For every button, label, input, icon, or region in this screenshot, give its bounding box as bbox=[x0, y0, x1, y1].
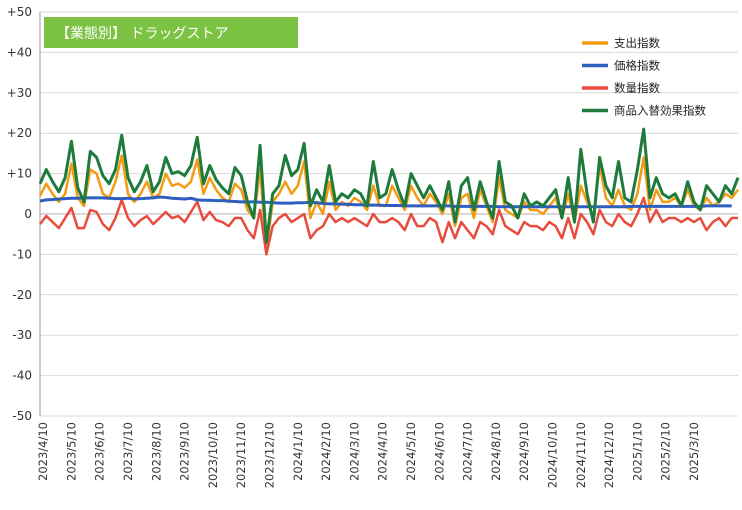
x-tick-label: 2023/4/10 bbox=[36, 422, 50, 481]
x-tick-label: 2023/6/10 bbox=[93, 422, 107, 481]
y-axis-ticks: -50 -40 -30 -20 -10 0 +10 +20 +30 +40 +50 bbox=[7, 5, 32, 423]
y-tick-label: -10 bbox=[12, 247, 32, 261]
x-tick-label: 2024/9/10 bbox=[517, 422, 531, 481]
legend-label: 支出指数 bbox=[614, 36, 660, 50]
y-tick-label: 0 bbox=[24, 207, 32, 221]
y-tick-label: +40 bbox=[7, 45, 32, 59]
y-tick-label: -40 bbox=[12, 369, 32, 383]
y-tick-label: +30 bbox=[7, 86, 32, 100]
legend-label: 価格指数 bbox=[614, 59, 660, 73]
x-tick-label: 2024/6/10 bbox=[432, 422, 446, 481]
y-tick-label: -20 bbox=[12, 288, 32, 302]
x-tick-label: 2024/4/10 bbox=[376, 422, 390, 481]
chart-title: 【業態別】 ドラッグストア bbox=[44, 17, 298, 48]
y-tick-label: -30 bbox=[12, 328, 32, 342]
x-tick-label: 2023/10/10 bbox=[206, 422, 220, 488]
x-tick-label: 2025/3/10 bbox=[687, 422, 701, 481]
x-tick-label: 2023/9/10 bbox=[178, 422, 192, 481]
legend-label: 商品入替効果指数 bbox=[614, 104, 706, 118]
x-tick-label: 2024/2/10 bbox=[319, 422, 333, 481]
x-tick-label: 2023/8/10 bbox=[149, 422, 163, 481]
y-tick-label: -50 bbox=[12, 409, 32, 423]
x-tick-label: 2025/1/10 bbox=[630, 422, 644, 481]
x-tick-label: 2023/11/10 bbox=[234, 422, 248, 488]
x-tick-label: 2023/12/10 bbox=[263, 422, 277, 488]
series-line-1 bbox=[39, 195, 732, 209]
x-tick-label: 2024/3/10 bbox=[347, 422, 361, 481]
legend-label: 数量指数 bbox=[614, 81, 660, 95]
series-line-2 bbox=[39, 196, 738, 256]
chart-title-text: 【業態別】 ドラッグストア bbox=[56, 26, 228, 42]
x-tick-label: 2024/8/10 bbox=[489, 422, 503, 481]
x-tick-label: 2024/5/10 bbox=[404, 422, 418, 481]
x-tick-label: 2024/11/10 bbox=[574, 422, 588, 488]
x-tick-label: 2024/10/10 bbox=[545, 422, 559, 488]
chart-title-background bbox=[44, 17, 298, 48]
series-lines bbox=[38, 127, 740, 256]
x-tick-label: 2023/5/10 bbox=[64, 422, 78, 481]
x-tick-label: 2023/7/10 bbox=[121, 422, 135, 481]
x-tick-label: 2024/1/10 bbox=[291, 422, 305, 481]
x-tick-label: 2024/7/10 bbox=[461, 422, 475, 481]
series-line-0 bbox=[38, 154, 739, 252]
x-tick-label: 2025/2/10 bbox=[659, 422, 673, 481]
gridlines bbox=[39, 11, 738, 417]
y-tick-label: +20 bbox=[7, 126, 32, 140]
y-tick-label: +10 bbox=[7, 167, 32, 181]
x-axis-ticks: 2023/4/10 2023/5/10 2023/6/10 2023/7/10 2023… bbox=[36, 422, 701, 488]
x-tick-label: 2024/12/10 bbox=[602, 422, 616, 488]
series-line-3 bbox=[38, 127, 740, 244]
y-tick-label: +50 bbox=[7, 5, 32, 19]
